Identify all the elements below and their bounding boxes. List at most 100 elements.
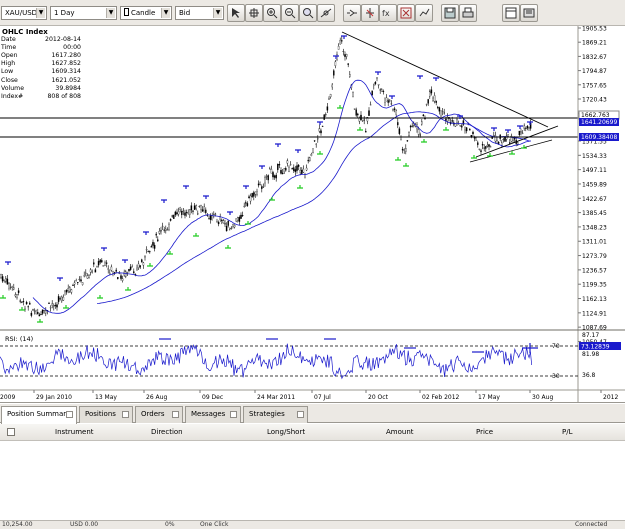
swing-low-marker xyxy=(421,139,427,143)
chart-toolbar: XAU/USD ▼ 1 Day ▼ Candle ▼ Bid ▼ fx xyxy=(0,0,625,26)
tab-positions[interactable]: Positions xyxy=(79,406,133,423)
ohlc-value: 39.8984 xyxy=(55,84,81,92)
candle-body xyxy=(120,275,122,279)
candle-body xyxy=(121,278,124,281)
candle-body xyxy=(437,106,439,108)
crosshair-button[interactable] xyxy=(245,4,263,22)
chart-template-button[interactable] xyxy=(502,4,520,22)
swing-high-marker xyxy=(101,247,107,251)
candle-body xyxy=(13,287,15,290)
candle-body xyxy=(406,140,409,142)
period-select[interactable]: 1 Day ▼ xyxy=(50,6,117,20)
candle-body xyxy=(129,266,132,270)
ma-line-slow xyxy=(96,111,531,304)
column-header-direction[interactable]: Direction xyxy=(151,428,183,436)
popout-icon[interactable] xyxy=(297,411,304,418)
popout-icon[interactable] xyxy=(172,411,179,418)
candle-body xyxy=(294,169,297,172)
candle-body xyxy=(235,218,237,222)
zoom-in-button[interactable] xyxy=(263,4,281,22)
candle-body xyxy=(243,205,245,207)
candle-body xyxy=(363,119,365,121)
column-header-instrument[interactable]: Instrument xyxy=(55,428,94,436)
swing-low-marker xyxy=(193,233,199,237)
save-button[interactable] xyxy=(441,4,459,22)
position-summary-table: Instrument Direction Long/Short Amount P… xyxy=(0,424,625,520)
fx-icon xyxy=(366,8,374,18)
price-tick-label: 1124.91 xyxy=(582,310,607,317)
candle-body xyxy=(176,212,178,215)
trendline-base[interactable] xyxy=(469,139,553,163)
offer-side-select[interactable]: Bid ▼ xyxy=(175,6,224,20)
candle-body xyxy=(265,176,268,178)
trendline-lower[interactable] xyxy=(475,125,559,158)
pan-button[interactable] xyxy=(299,4,317,22)
add-indicator-button[interactable] xyxy=(415,4,433,22)
chart-panel[interactable]: 1905.53 1869.21 1832.67 1794.87 1757.65 1720.… xyxy=(0,26,625,403)
trendline-upper[interactable] xyxy=(341,31,549,128)
candle-body xyxy=(393,108,396,110)
tab-strategies[interactable]: Strategies xyxy=(243,406,308,423)
export-button[interactable] xyxy=(520,4,538,22)
candle-body xyxy=(504,137,506,142)
column-header-price[interactable]: Price xyxy=(476,428,494,436)
export-icon xyxy=(523,8,535,18)
time-axis[interactable]: 2009 29 Jan 2010 13 May 26 Aug 09 Dec 24 Mar … xyxy=(0,390,618,401)
candle-body xyxy=(109,272,111,275)
candle-body xyxy=(395,110,397,115)
tab-messages[interactable]: Messages xyxy=(185,406,241,423)
one-click-toggle[interactable]: One Click xyxy=(200,521,229,528)
template-button[interactable] xyxy=(397,4,415,22)
price-tick-label: 1311.01 xyxy=(582,239,607,246)
candle-body xyxy=(214,213,217,215)
select-all-checkbox[interactable] xyxy=(7,428,15,436)
swing-high-marker xyxy=(227,211,233,215)
popout-icon[interactable] xyxy=(122,411,129,418)
indicators-button[interactable] xyxy=(343,4,361,22)
column-header-long-short[interactable]: Long/Short xyxy=(267,428,306,436)
drawings-button[interactable] xyxy=(317,4,335,22)
candle-body xyxy=(177,211,180,215)
swing-low-marker xyxy=(521,145,527,149)
candle-body xyxy=(163,229,165,231)
candle-body xyxy=(435,100,437,103)
chart-type-select[interactable]: Candle ▼ xyxy=(120,6,172,20)
price-axis[interactable]: 1905.53 1869.21 1832.67 1794.87 1757.65 1720.… xyxy=(578,26,607,346)
time-tick-label: 17 May xyxy=(478,394,500,401)
candle-body xyxy=(137,263,140,268)
tab-position-summary[interactable]: Position Summary xyxy=(1,406,77,424)
candle-body xyxy=(27,306,29,308)
zoom-out-button[interactable] xyxy=(281,4,299,22)
column-header-amount[interactable]: Amount xyxy=(386,428,414,436)
chart-canvas[interactable]: 1905.53 1869.21 1832.67 1794.87 1757.65 1720.… xyxy=(0,26,625,403)
candle-body xyxy=(37,312,39,315)
candle-body xyxy=(22,300,25,303)
swing-high-marker xyxy=(203,195,209,199)
candle-body xyxy=(257,183,260,186)
candle-body xyxy=(403,149,405,151)
instrument-select[interactable]: XAU/USD ▼ xyxy=(1,6,47,20)
candle-body xyxy=(241,215,244,217)
periods-button[interactable]: fx xyxy=(379,4,397,22)
candle-body xyxy=(230,227,233,229)
cursor-button[interactable] xyxy=(227,4,245,22)
candle-body xyxy=(267,175,269,181)
fx-button[interactable] xyxy=(361,4,379,22)
candle-body xyxy=(9,287,12,288)
crosshair-icon xyxy=(249,8,259,18)
swing-high-marker xyxy=(161,199,167,203)
rsi-level-30-label: 30 xyxy=(552,373,560,380)
column-header-pl[interactable]: P/L xyxy=(562,428,573,436)
print-button[interactable] xyxy=(459,4,477,22)
ohlc-value: 2012-08-14 xyxy=(45,36,81,44)
candle-body xyxy=(401,148,404,151)
candle-body xyxy=(144,256,146,258)
popout-icon[interactable] xyxy=(230,411,237,418)
tab-orders[interactable]: Orders xyxy=(135,406,183,423)
candle-body xyxy=(30,312,33,316)
tab-label: Orders xyxy=(141,410,165,418)
candle-body xyxy=(229,227,231,230)
candle-body xyxy=(91,271,93,273)
popout-icon[interactable] xyxy=(66,411,73,418)
time-tick-label: 2012 xyxy=(603,394,618,401)
